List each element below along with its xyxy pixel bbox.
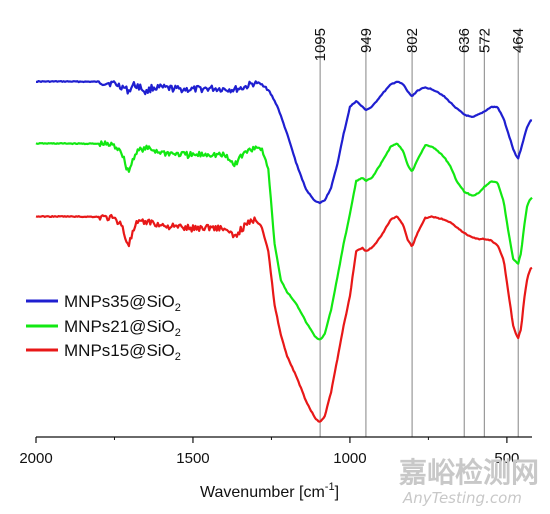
series-line-2 [35, 213, 533, 423]
watermark: 嘉峪检测网 AnyTesting.com [399, 456, 539, 507]
x-ticks: 2000 1500 1000 500 [19, 437, 519, 467]
peak-label-5: 464 [510, 28, 527, 53]
legend: MNPs35@SiO2 MNPs21@SiO2 MNPs15@SiO2 [26, 292, 181, 363]
legend-label-0: MNPs35@SiO2 [64, 292, 181, 314]
x-tick-label-0: 2000 [19, 450, 52, 467]
peak-label-4: 572 [476, 28, 493, 53]
x-tick-label-1: 1500 [176, 450, 209, 467]
watermark-en: AnyTesting.com [402, 489, 522, 507]
peak-labels: 1095 949 802 636 572 464 [312, 28, 527, 61]
peak-label-1: 949 [358, 28, 375, 53]
series-line-0 [36, 80, 533, 205]
legend-label-1: MNPs21@SiO2 [64, 317, 181, 339]
watermark-cn: 嘉峪检测网 [399, 456, 539, 489]
peak-label-2: 802 [404, 28, 421, 53]
x-tick-label-3: 500 [494, 450, 519, 467]
series-line-1 [35, 140, 533, 341]
legend-label-2: MNPs15@SiO2 [64, 341, 181, 363]
series-group [35, 80, 533, 423]
x-axis-label: Wavenumber [cm-1] [200, 481, 339, 501]
peak-label-3: 636 [456, 28, 473, 53]
x-tick-label-2: 1000 [333, 450, 366, 467]
peak-label-0: 1095 [312, 28, 329, 61]
